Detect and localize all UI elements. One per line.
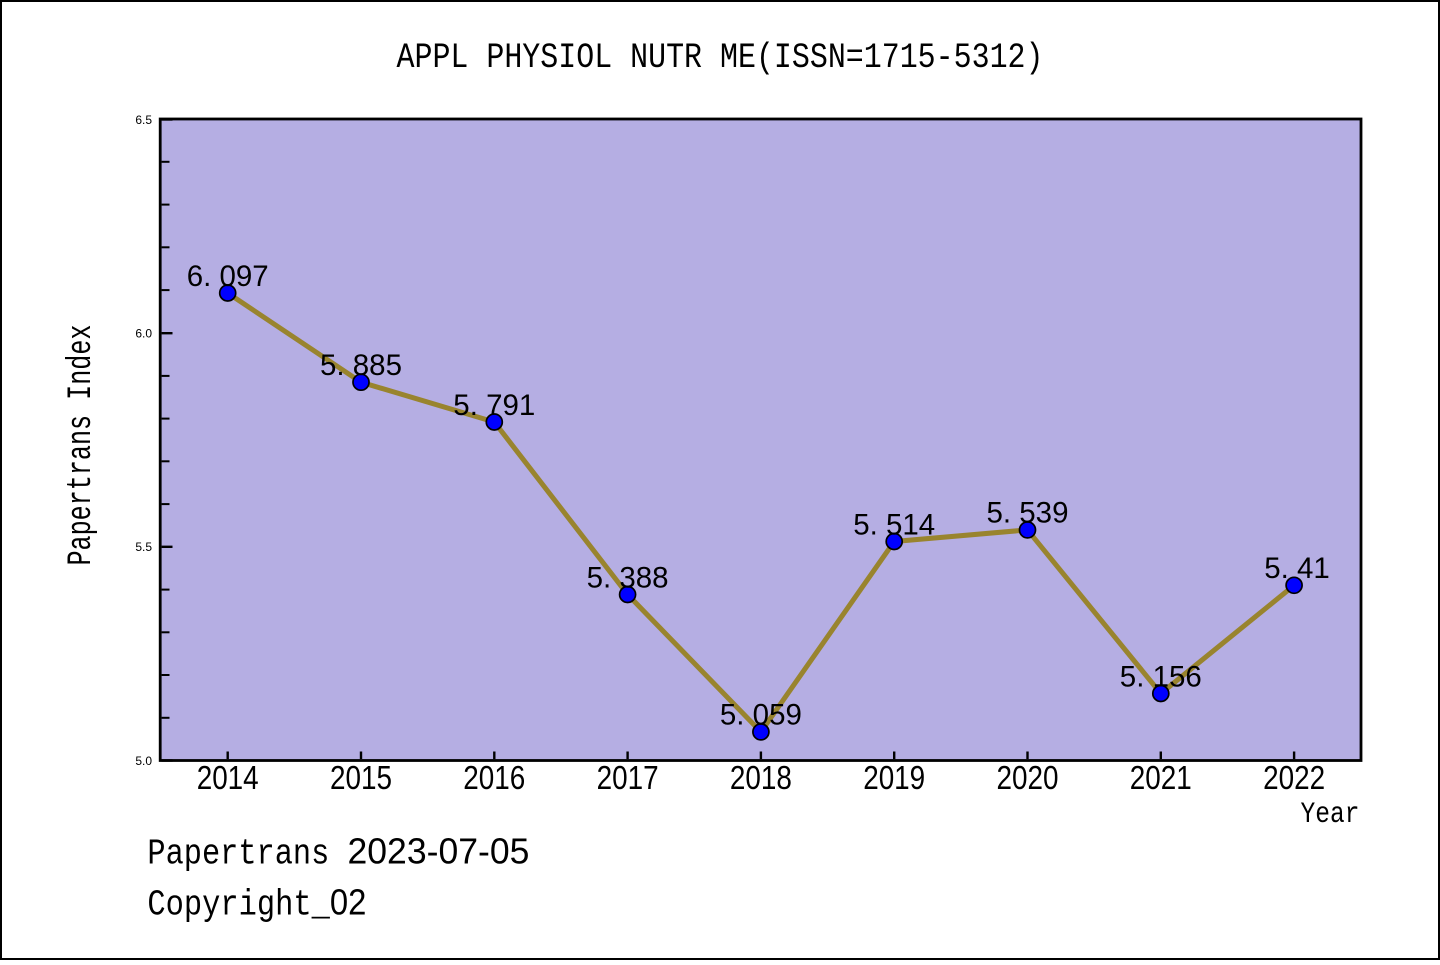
svg-text:5. 539: 5. 539 <box>987 497 1069 530</box>
svg-text:5. 156: 5. 156 <box>1120 660 1202 693</box>
svg-text:5.0: 5.0 <box>135 754 152 768</box>
svg-text:2015: 2015 <box>330 760 392 797</box>
svg-text:Copyright_: Copyright_ <box>147 884 330 925</box>
svg-text:2021: 2021 <box>1130 760 1192 797</box>
svg-text:6.5: 6.5 <box>135 113 152 127</box>
svg-text:2023-07-05: 2023-07-05 <box>348 831 530 872</box>
svg-text:Papertrans Index: Papertrans Index <box>63 325 101 566</box>
svg-text:5. 388: 5. 388 <box>587 561 669 594</box>
svg-text:Year: Year <box>1301 798 1360 832</box>
svg-text:2020: 2020 <box>997 760 1059 797</box>
svg-text:2014: 2014 <box>197 760 259 797</box>
svg-text:5. 059: 5. 059 <box>720 699 802 732</box>
svg-text:APPL PHYSIOL NUTR ME(ISSN=1715: APPL PHYSIOL NUTR ME(ISSN=1715-5312) <box>397 37 1044 78</box>
svg-text:5. 41: 5. 41 <box>1264 552 1330 585</box>
svg-text:5. 791: 5. 791 <box>453 389 535 422</box>
svg-text:Papertrans: Papertrans <box>147 834 329 875</box>
svg-text:6. 097: 6. 097 <box>187 260 269 293</box>
svg-text:2022: 2022 <box>1263 760 1325 797</box>
svg-text:2018: 2018 <box>730 760 792 797</box>
svg-text:5.5: 5.5 <box>135 540 152 554</box>
svg-text:5. 885: 5. 885 <box>320 349 402 382</box>
svg-text:02: 02 <box>330 881 367 922</box>
svg-text:2016: 2016 <box>463 760 525 797</box>
svg-text:2019: 2019 <box>863 760 925 797</box>
svg-text:6.0: 6.0 <box>135 327 152 341</box>
svg-text:5. 514: 5. 514 <box>853 508 935 541</box>
svg-text:2017: 2017 <box>597 760 659 797</box>
